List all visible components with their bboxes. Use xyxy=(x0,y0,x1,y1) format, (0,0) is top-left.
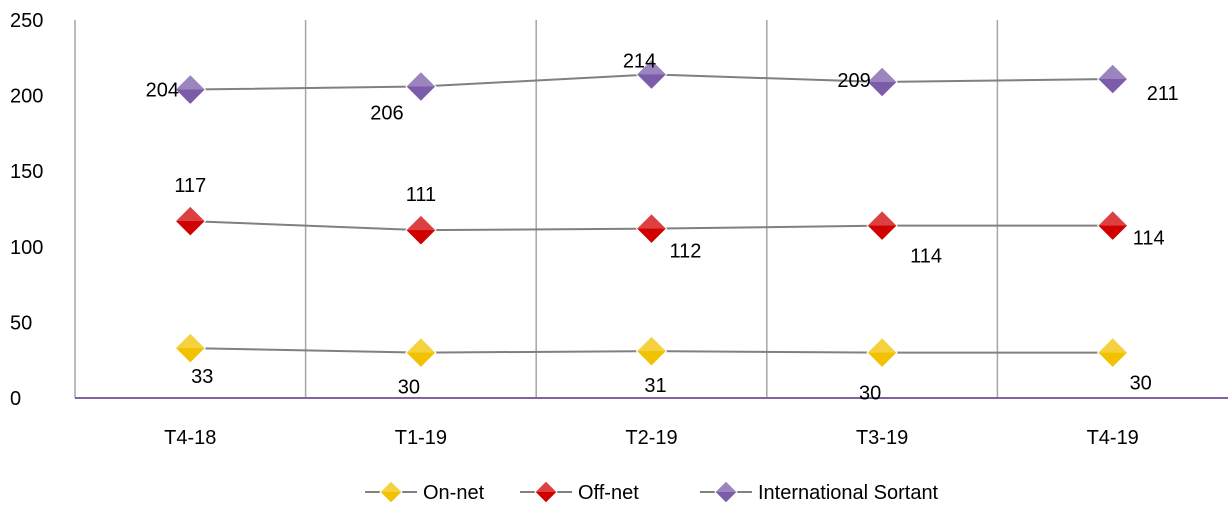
y-tick-label: 0 xyxy=(10,388,21,410)
y-axis-ticks: 0 50 100 150 200 250 xyxy=(10,10,43,410)
x-tick-label: T1-19 xyxy=(395,427,447,449)
marker-highlight xyxy=(1097,337,1128,353)
marker-highlight xyxy=(636,59,667,75)
marker-shape xyxy=(866,209,898,242)
data-point xyxy=(866,209,898,242)
marker-highlight xyxy=(867,210,898,226)
marker-shape xyxy=(635,58,668,91)
marker-shape xyxy=(1096,336,1129,369)
data-point xyxy=(866,66,898,98)
marker-highlight xyxy=(636,213,667,229)
marker-shape xyxy=(405,336,437,369)
legend: On-net Off-net International Sortant xyxy=(365,480,939,504)
marker-highlight xyxy=(405,215,436,231)
marker-shape xyxy=(866,336,898,369)
legend-item: On-net xyxy=(365,480,485,504)
data-point xyxy=(1096,63,1129,95)
marker-highlight xyxy=(1097,63,1128,79)
data-point xyxy=(174,332,207,364)
legend-label: Off-net xyxy=(578,482,639,504)
marker-highlight xyxy=(175,206,206,222)
data-point xyxy=(174,73,207,106)
marker-shape xyxy=(174,73,207,106)
marker-highlight xyxy=(405,71,436,87)
legend-marker xyxy=(714,480,738,504)
x-tick-label: T4-19 xyxy=(1087,427,1139,449)
data-point xyxy=(635,212,668,245)
data-point xyxy=(866,336,898,369)
data-label: 112 xyxy=(670,241,702,263)
marker-highlight xyxy=(175,333,206,349)
legend-marker xyxy=(379,480,403,504)
y-tick-label: 200 xyxy=(10,86,43,108)
marker-highlight xyxy=(380,481,402,492)
legend-label: International Sortant xyxy=(758,482,939,504)
data-label: 30 xyxy=(398,377,420,399)
data-point xyxy=(174,205,207,237)
series-group xyxy=(174,58,1129,369)
data-label: 204 xyxy=(146,80,179,102)
y-tick-label: 250 xyxy=(10,10,43,32)
data-point xyxy=(405,214,437,246)
x-axis-ticks: T4-18 T1-19 T2-19 T3-19 T4-19 xyxy=(164,427,1139,449)
marker-shape xyxy=(405,70,437,103)
y-tick-label: 100 xyxy=(10,237,43,259)
marker-shape xyxy=(174,205,207,237)
data-label: 30 xyxy=(1130,373,1152,395)
x-tick-label: T2-19 xyxy=(625,427,677,449)
marker-shape xyxy=(1096,63,1129,95)
marker-shape xyxy=(866,66,898,98)
data-label: 117 xyxy=(174,175,206,197)
marker-highlight xyxy=(867,337,898,353)
data-point xyxy=(405,336,437,369)
marker-highlight xyxy=(715,481,737,492)
vertical-gridlines xyxy=(304,20,999,398)
data-point xyxy=(635,58,668,91)
marker-shape xyxy=(379,480,403,504)
marker-shape xyxy=(534,480,558,504)
marker-shape xyxy=(714,480,738,504)
marker-highlight xyxy=(405,337,436,353)
data-label: 214 xyxy=(623,50,656,72)
marker-highlight xyxy=(1097,210,1128,226)
y-tick-label: 50 xyxy=(10,312,32,334)
data-labels: 33 30 31 30 30 117 111 112 114 114 204 206 214 209 211 xyxy=(146,50,1179,404)
legend-item: Off-net xyxy=(520,480,639,504)
y-tick-label: 150 xyxy=(10,161,43,183)
data-label: 33 xyxy=(191,366,213,388)
axes xyxy=(74,20,1228,399)
marker-shape xyxy=(174,332,207,364)
marker-shape xyxy=(405,214,437,246)
marker-shape xyxy=(1096,209,1129,242)
marker-shape xyxy=(635,335,668,367)
x-tick-label: T3-19 xyxy=(856,427,908,449)
data-label: 30 xyxy=(859,383,881,405)
data-label: 31 xyxy=(644,375,666,397)
data-point xyxy=(405,70,437,103)
data-point xyxy=(635,335,668,367)
marker-shape xyxy=(635,212,668,245)
data-label: 209 xyxy=(837,70,870,92)
data-label: 211 xyxy=(1147,83,1179,105)
x-tick-label: T4-18 xyxy=(164,427,216,449)
legend-marker xyxy=(534,480,558,504)
marker-highlight xyxy=(867,66,898,82)
data-label: 114 xyxy=(910,246,942,268)
data-point xyxy=(1096,336,1129,369)
data-point xyxy=(1096,209,1129,242)
marker-highlight xyxy=(636,336,667,352)
legend-item: International Sortant xyxy=(700,480,939,504)
data-label: 111 xyxy=(406,184,436,206)
legend-label: On-net xyxy=(423,482,485,504)
data-label: 206 xyxy=(370,103,403,125)
marker-highlight xyxy=(175,74,206,90)
marker-highlight xyxy=(535,481,557,492)
data-label: 114 xyxy=(1133,228,1165,250)
